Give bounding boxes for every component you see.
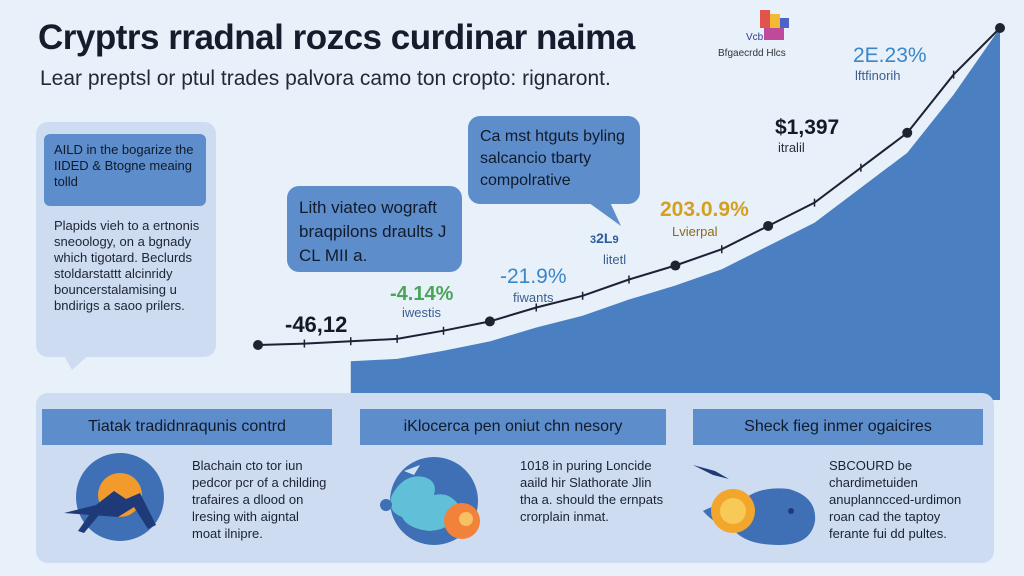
brand-mark-text: Vcb — [746, 32, 764, 43]
card-history-text: 1018 in puring Loncide aaild hir Slathor… — [520, 458, 664, 524]
callout-bubble-left: Lith viateo wograft braqpilons draults J… — [287, 186, 462, 272]
mid-value-suffix: 9 — [612, 234, 619, 246]
side-info-card: AILD in the bogarize the IIDED & Btogne … — [36, 122, 216, 357]
chart-point — [763, 220, 774, 231]
green-sub-label: iwestis — [402, 305, 442, 320]
card-history: iKlocerca pen oniut chn nesory 1018 in p… — [360, 409, 666, 549]
card-trading: Tiatak tradidnraqunis contrd Blachain ct… — [42, 409, 332, 549]
blue-sub-label: fiwants — [513, 290, 554, 305]
page-title: Cryptrs rradnal rozcs curdinar naima — [38, 18, 635, 57]
chart-point — [484, 316, 495, 327]
chart-point — [253, 340, 263, 350]
globe-illustration-icon — [380, 457, 480, 545]
callout-bubble-right: Ca mst htguts byling salcancio tbarty co… — [468, 116, 640, 204]
page-subtitle: Lear preptsl or ptul trades palvora camo… — [40, 67, 611, 90]
brand-mark-icon: Vcb — [746, 10, 789, 43]
price-sub-label: itralil — [778, 140, 805, 155]
mid-value-prefix: 3 — [590, 234, 597, 246]
card-check-header: Sheck fieg inmer ogaicires — [693, 409, 983, 445]
chart-point — [902, 127, 913, 138]
mid-value-label: 32L9 — [590, 230, 619, 246]
side-card-pointer-icon — [62, 352, 92, 370]
start-value-label: -46,12 — [285, 312, 348, 337]
card-trading-header: Tiatak tradidnraqunis contrd — [42, 409, 332, 445]
blue-pct-label: -21.9% — [500, 265, 567, 288]
gold-sub-label: Lvierpal — [672, 224, 718, 239]
green-pct-label: -4.14% — [390, 283, 454, 305]
chart-point — [670, 260, 681, 271]
card-trading-text: Blachain cto tor iun pedcor pcr of a chi… — [192, 458, 327, 541]
trader-illustration-icon — [64, 453, 164, 541]
card-check: Sheck fieg inmer ogaicires SBCOURD be ch… — [693, 409, 983, 549]
bubble-pointer-icon — [585, 200, 621, 226]
brand-tagline: Bfgaecrdd Hlcs — [718, 48, 786, 59]
top-sub-label: lftfinorih — [855, 68, 901, 83]
card-check-text: SBCOURD be chardimetuiden anuplanncced-u… — [829, 458, 962, 541]
price-label: $1,397 — [775, 116, 840, 139]
mid-sub-label: litetl — [603, 252, 627, 267]
mid-value-main: 2L — [596, 230, 613, 246]
top-pct-label: 2E.23% — [853, 44, 927, 67]
side-card-heading: AILD in the bogarize the IIDED & Btogne … — [44, 134, 206, 206]
side-card-body: Plapids vieh to a ertnonis sneoology, on… — [54, 218, 200, 313]
chart-point — [995, 23, 1005, 33]
brand-logo: Vcb Bfgaecrdd Hlcs — [718, 8, 818, 78]
gold-pct-label: 203.0.9% — [660, 198, 749, 221]
piggybank-illustration-icon — [693, 465, 816, 545]
card-history-header: iKlocerca pen oniut chn nesory — [360, 409, 666, 445]
